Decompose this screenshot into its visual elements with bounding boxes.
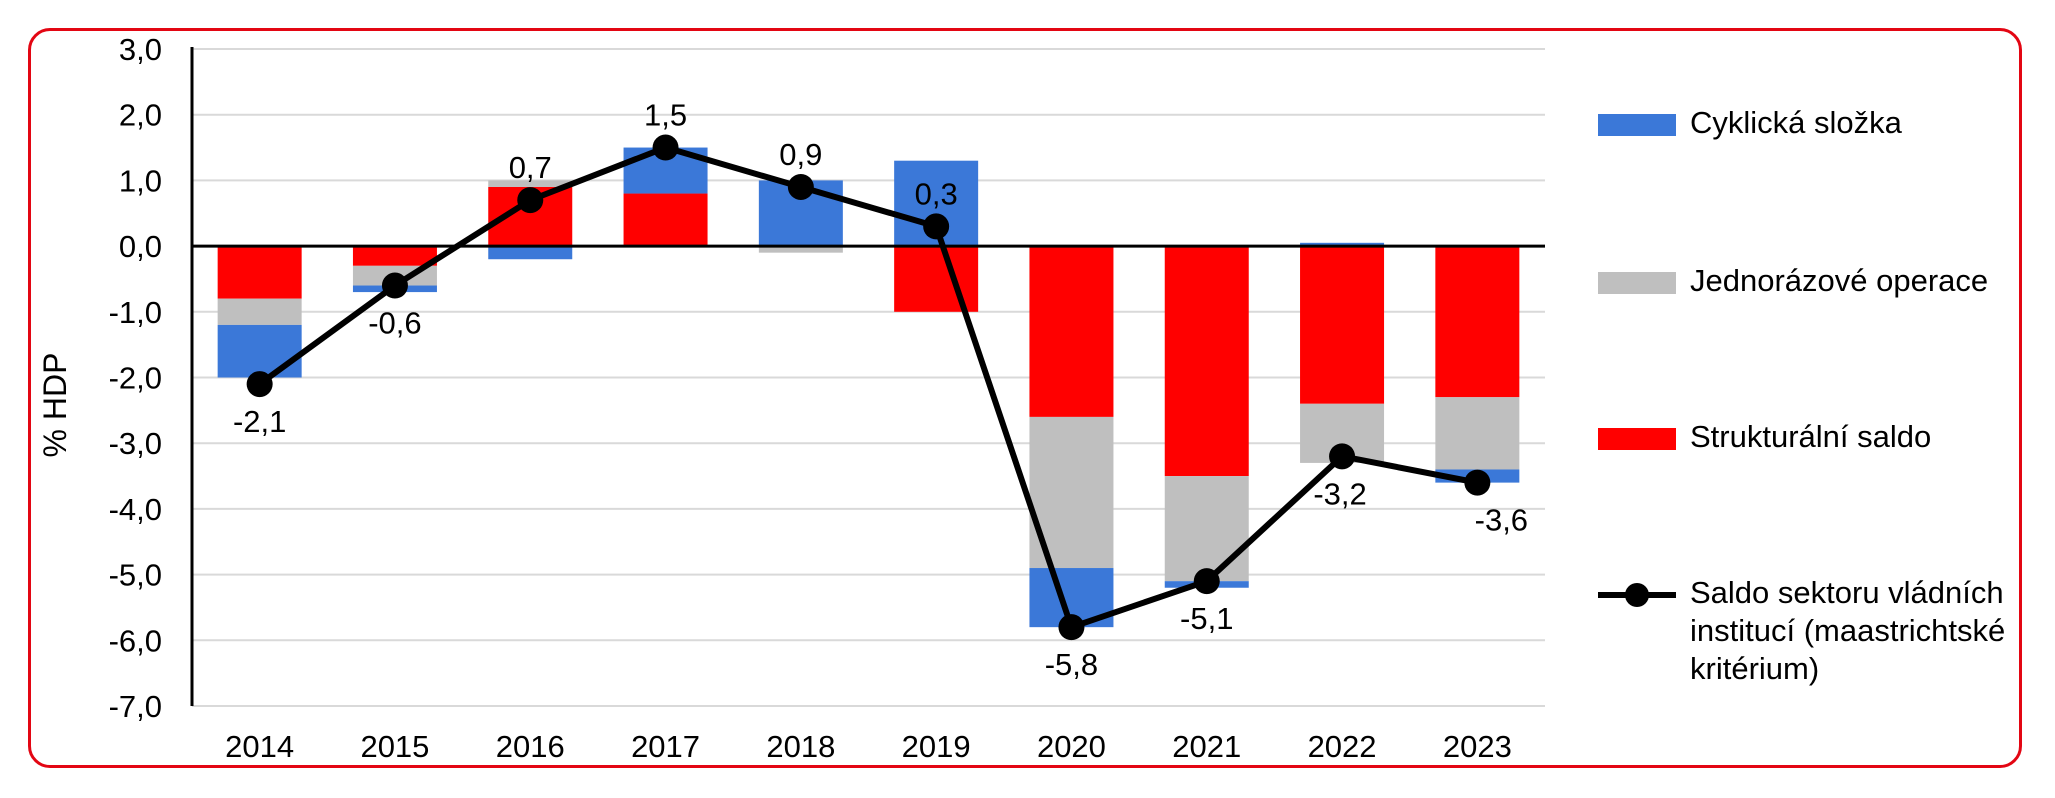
y-axis-label: % HDP <box>37 353 73 458</box>
y-tick-label: 3,0 <box>119 32 162 67</box>
y-tick-label: -6,0 <box>109 623 162 658</box>
balance-point-2015 <box>381 272 408 299</box>
bar-segment-2014 <box>217 298 302 325</box>
data-label-2015: -0,6 <box>368 306 421 341</box>
legend-swatch-cyclical <box>1598 114 1676 136</box>
x-tick-label: 2019 <box>902 729 971 764</box>
legend-label-balance: Saldo sektoru vládních institucí (maastr… <box>1690 575 2006 686</box>
bar-segment-2016 <box>488 246 573 260</box>
balance-point-2014 <box>246 371 273 398</box>
balance-point-2019 <box>923 213 950 240</box>
y-tick-label: -1,0 <box>109 295 162 330</box>
x-tick-label: 2018 <box>766 729 835 764</box>
bar-segment-2021 <box>1164 246 1249 477</box>
bar-segment-2022 <box>1300 242 1385 247</box>
balance-point-2017 <box>652 134 679 161</box>
legend-item-cyclical: Cyklická složka <box>1598 104 2010 142</box>
data-label-2019: 0,3 <box>915 176 958 211</box>
legend-swatch-structural <box>1598 428 1676 450</box>
bar-segment-2021 <box>1164 476 1249 582</box>
y-tick-label: 1,0 <box>119 163 162 198</box>
bar-segment-2014 <box>217 246 302 299</box>
data-label-2020: -5,8 <box>1045 647 1098 682</box>
legend-item-structural: Strukturální saldo <box>1598 418 2010 456</box>
bar-segment-2018 <box>758 246 843 253</box>
balance-point-2018 <box>787 173 814 200</box>
bar-segment-2019 <box>894 246 979 312</box>
bar-segment-2023 <box>1435 246 1520 398</box>
legend-line-marker <box>1598 574 1676 616</box>
bar-segment-2014 <box>217 324 302 378</box>
x-tick-label: 2015 <box>360 729 429 764</box>
x-tick-label: 2014 <box>225 729 294 764</box>
legend-swatch-one-off <box>1598 272 1676 294</box>
balance-point-2021 <box>1193 568 1220 595</box>
legend-label-cyclical: Cyklická složka <box>1690 105 1902 140</box>
balance-line <box>257 144 1478 631</box>
bar-segment-2016 <box>488 180 573 187</box>
data-label-2023: -3,6 <box>1475 503 1528 538</box>
bar-segment-2015 <box>352 246 437 266</box>
data-label-2022: -3,2 <box>1313 476 1366 511</box>
chart-frame <box>28 28 2022 768</box>
x-tick-label: 2016 <box>496 729 565 764</box>
y-tick-label: -3,0 <box>109 426 162 461</box>
bar-segment-2020 <box>1029 246 1114 417</box>
balance-point-2016 <box>517 187 544 214</box>
legend-label-structural: Strukturální saldo <box>1690 419 1932 454</box>
legend-item-one-off: Jednorázové operace <box>1598 262 2010 300</box>
x-tick-label: 2023 <box>1443 729 1512 764</box>
legend-label-one-off: Jednorázové operace <box>1690 263 1989 298</box>
data-label-2014: -2,1 <box>233 404 286 439</box>
x-tick-label: 2022 <box>1308 729 1377 764</box>
data-label-2016: 0,7 <box>509 150 552 185</box>
bar-segment-2023 <box>1435 397 1520 470</box>
data-label-2017: 1,5 <box>644 98 687 133</box>
data-label-2018: 0,9 <box>779 137 822 172</box>
y-tick-label: 2,0 <box>119 98 162 133</box>
y-tick-label: 0,0 <box>119 229 162 264</box>
balance-point-2020 <box>1058 614 1085 641</box>
legend: Cyklická složka Jednorázové operace Stru… <box>1598 0 2038 798</box>
y-tick-label: -2,0 <box>109 361 162 396</box>
balance-point-2022 <box>1329 443 1356 470</box>
bar-segment-2022 <box>1300 246 1385 404</box>
legend-item-balance: Saldo sektoru vládních institucí (maastr… <box>1598 574 2010 688</box>
x-tick-label: 2017 <box>631 729 700 764</box>
data-label-2021: -5,1 <box>1180 601 1233 636</box>
y-tick-label: -5,0 <box>109 558 162 593</box>
y-tick-label: -4,0 <box>109 492 162 527</box>
x-tick-label: 2020 <box>1037 729 1106 764</box>
x-tick-label: 2021 <box>1172 729 1241 764</box>
y-tick-label: -7,0 <box>109 689 162 724</box>
balance-point-2023 <box>1464 469 1491 496</box>
bar-segment-2017 <box>623 193 708 247</box>
